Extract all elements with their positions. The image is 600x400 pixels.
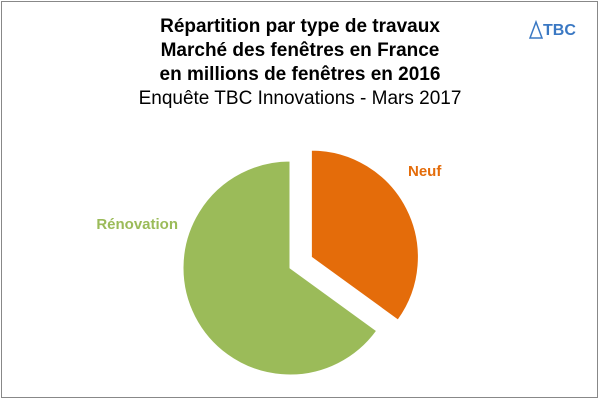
pie-slice (182, 160, 378, 376)
chart-title: Marché des fenêtres en France (161, 40, 440, 61)
logo: TBC (528, 19, 576, 39)
logo-icon (528, 19, 544, 39)
chart-title: en millions de fenêtres en 2016 (160, 64, 441, 85)
pie-slice (310, 149, 419, 321)
slice-label: Neuf (408, 163, 442, 180)
chart-title: Répartition par type de travaux (160, 16, 440, 37)
logo-text: TBC (543, 22, 576, 39)
slice-label: Rénovation (96, 216, 178, 233)
chart-subtitle: Enquête TBC Innovations - Mars 2017 (139, 88, 462, 109)
